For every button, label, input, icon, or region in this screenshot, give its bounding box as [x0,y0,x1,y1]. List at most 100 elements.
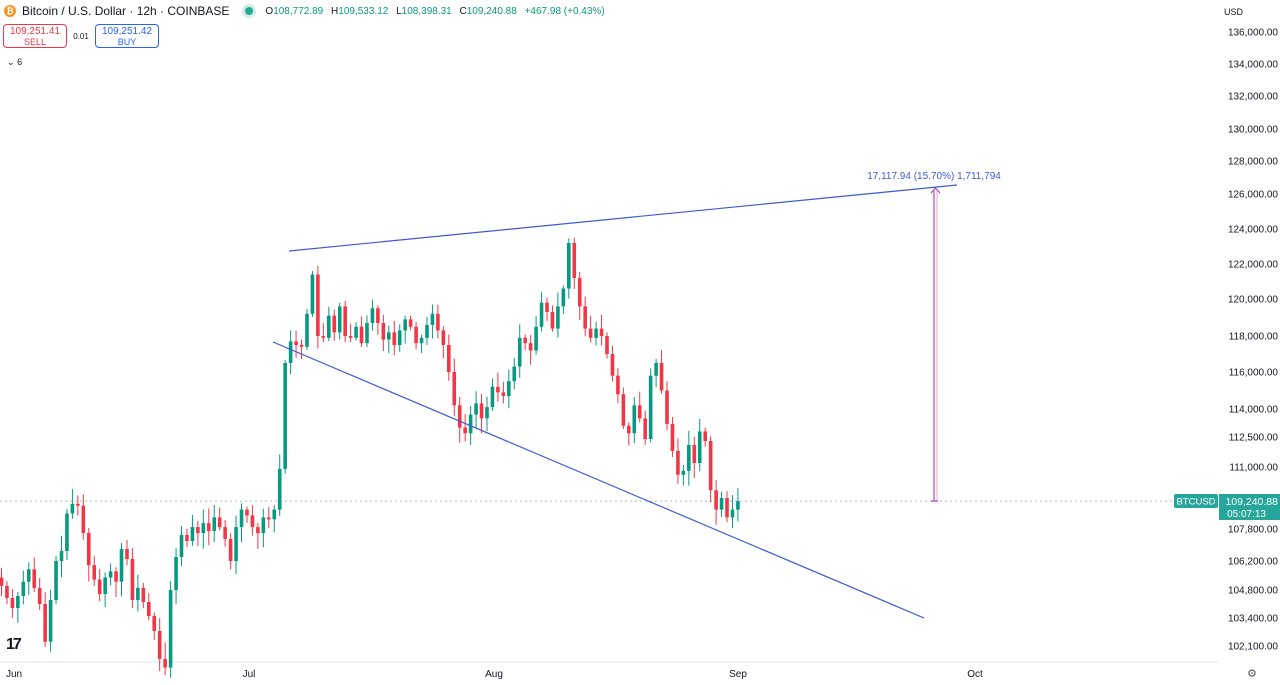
candle-body [474,403,478,415]
candle-body [119,549,124,582]
candle-body [250,515,255,528]
candle-body [21,581,26,596]
candle [54,555,58,604]
candle-body [528,343,533,351]
candle-body [681,470,686,475]
candle [327,306,331,342]
candle [5,581,9,605]
candle-body [605,336,609,354]
x-tick-label: Aug [485,669,503,680]
candle [305,308,309,350]
bitcoin-icon: ₿ [4,5,16,17]
candle [517,324,522,378]
candle [392,320,397,356]
candle [354,321,358,341]
candle-body [627,425,631,434]
candle-body [452,372,457,406]
candle-body [217,517,222,528]
candle-body [108,571,113,578]
candle [523,334,527,351]
candle [447,334,451,381]
candle [632,397,637,444]
low-label: L [396,5,402,17]
candle [501,381,506,404]
candle [81,494,86,540]
y-tick-label: 106,200.00 [1228,557,1278,568]
candle [572,237,577,290]
y-tick-label: 130,000.00 [1228,125,1278,136]
candle [550,305,555,332]
currency-label[interactable]: USD [1224,7,1244,17]
candle-body [676,451,680,475]
candle-body [512,366,517,382]
candle-body [539,302,544,327]
candle-body [261,517,266,533]
candle [130,548,135,609]
candle-body [92,565,97,580]
gear-icon[interactable]: ⚙ [1247,668,1257,680]
high-value: 109,533.12 [338,5,389,17]
candle-body [146,602,151,616]
candle [463,414,467,442]
candle-body [370,308,375,324]
candle [185,528,189,548]
candle-body [556,306,560,329]
symbol-title[interactable]: Bitcoin / U.S. Dollar · 12h · COINBASE [22,4,230,18]
candle-body [114,571,118,582]
high-label: H [331,5,339,17]
candle-body [621,394,626,426]
candle-body [190,527,195,541]
change-value: +467.98 (+0.43%) [524,5,605,17]
upper-trendline [288,184,958,252]
open-value: 108,772.89 [273,5,324,17]
candle-body [736,501,740,510]
candle-body [583,306,587,329]
sell-button[interactable]: 109,251.41 SELL [3,24,67,48]
candle-body [567,243,571,289]
candle-body [245,509,249,516]
candle-body [239,509,244,528]
candle-body [305,313,309,347]
candle-body [397,330,402,345]
candle-body [588,328,593,338]
candle [97,569,102,602]
candle [288,330,293,374]
y-tick-label: 112,500.00 [1229,433,1279,444]
candle [730,495,735,529]
candle-body [272,509,277,520]
candle [736,488,740,522]
candle-body [387,332,391,340]
candle-body [86,533,91,566]
candle [637,391,642,423]
y-tick-label: 116,000.00 [1229,368,1279,379]
candle [512,358,517,390]
candle [92,556,97,586]
candle [119,542,124,597]
candle [299,339,304,360]
indicators-toggle[interactable]: ⌄ 6 [3,55,26,69]
candle [316,265,320,349]
candle-body [436,313,440,331]
symbol-badge-label: BTCUSD [1176,497,1215,508]
candle-body [485,407,489,419]
candle [670,416,675,458]
symbol-badge [1174,494,1218,508]
candle-body [212,517,217,531]
candle-body [16,596,20,608]
candle-body [719,498,724,510]
candle-body [496,386,500,393]
candle [48,589,53,652]
candle-body [392,332,397,345]
candle-body [201,523,206,533]
candle-body [659,363,664,391]
candle [577,271,582,321]
candle [277,454,282,516]
candle-body [637,405,642,419]
candle-body [337,306,342,333]
candle [676,438,680,484]
tradingview-logo-icon[interactable]: 17 [6,636,22,653]
buy-button[interactable]: 109,251.42 BUY [95,24,159,48]
candle [490,378,495,411]
candle-body [0,577,4,586]
